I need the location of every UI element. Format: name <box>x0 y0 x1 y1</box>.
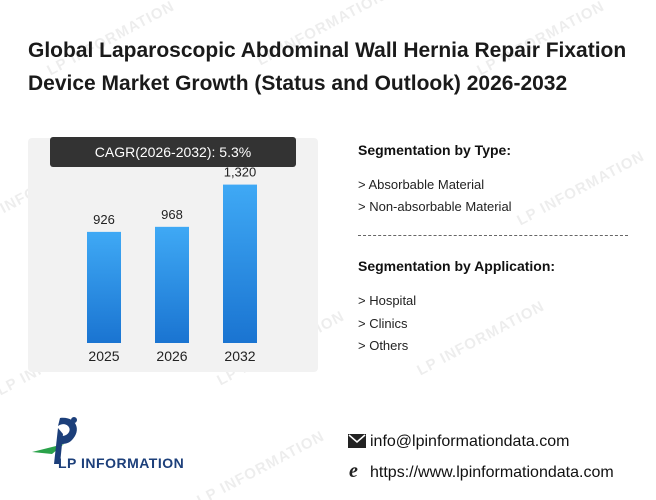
application-item-others: > Others <box>358 338 409 353</box>
watermark-text: LP INFORMATION <box>514 147 648 230</box>
bar-2025 <box>87 231 121 343</box>
internet-explorer-icon: e <box>348 460 366 484</box>
website-text: https://www.lpinformationdata.com <box>370 464 614 481</box>
email-text: info@lpinformationdata.com <box>370 433 570 450</box>
envelope-icon <box>348 434 366 453</box>
watermark-text: LP INFORMATION <box>414 297 548 380</box>
cagr-value: 5.3% <box>219 144 252 160</box>
value-label-2026: 968 <box>161 207 183 222</box>
category-label-2032: 2032 <box>224 348 255 364</box>
category-label-2025: 2025 <box>88 348 119 364</box>
section-divider <box>358 235 628 236</box>
bar-2026 <box>155 226 189 343</box>
category-label-2026: 2026 <box>156 348 187 364</box>
cagr-label: CAGR(2026-2032): <box>94 144 216 160</box>
watermark-text: LP INFORMATION <box>194 427 328 500</box>
contact-email[interactable]: info@lpinformationdata.com <box>348 433 569 453</box>
segmentation-application-heading: Segmentation by Application: <box>358 258 556 274</box>
segmentation-type-heading: Segmentation by Type: <box>358 142 511 158</box>
page-title: Global Laparoscopic Abdominal Wall Herni… <box>28 39 627 95</box>
value-label-2025: 926 <box>93 212 115 227</box>
application-item-hospital: > Hospital <box>358 293 417 308</box>
svg-text:e: e <box>349 461 358 479</box>
application-item-clinics: > Clinics <box>358 316 408 331</box>
value-label-2032: 1,320 <box>224 165 257 180</box>
lp-information-logo <box>32 417 77 464</box>
type-item-absorbable: > Absorbable Material <box>358 177 485 192</box>
brand-name: LP INFORMATION <box>58 455 185 471</box>
bar-2032 <box>223 184 257 343</box>
bar-chart: 926 2025 968 2026 1,320 2032 <box>87 165 257 364</box>
contact-website[interactable]: e https://www.lpinformationdata.com <box>348 460 614 484</box>
type-item-non-absorbable: > Non-absorbable Material <box>358 199 512 214</box>
cagr-badge: CAGR(2026-2032): 5.3% <box>50 137 296 167</box>
